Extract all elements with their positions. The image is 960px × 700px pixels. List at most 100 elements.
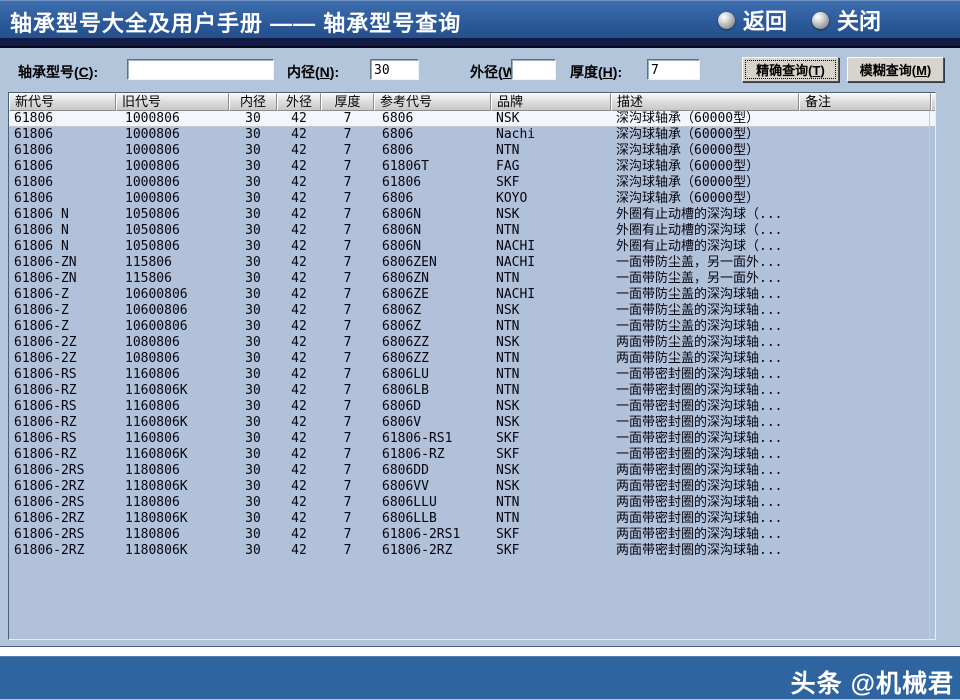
table-row[interactable]: 61806-2Z 1080806 30 42 7 6806ZZ NTN 两面带防尘盖的深沟球轴… <box>9 351 935 367</box>
watermark-text: 头条 @机械君 <box>790 670 954 698</box>
table-cell: 7 <box>343 479 352 494</box>
table-cell: 两面带密封圈的深沟球轴... <box>616 543 783 558</box>
table-row[interactable]: 61806 1000806 30 42 7 61806 SKF 深沟球轴承（60000型） <box>9 175 935 191</box>
table-row[interactable]: 61806 1000806 30 42 7 6806 Nachi 深沟球轴承（60000型） <box>9 127 935 143</box>
column-header[interactable]: 描述 <box>611 93 799 111</box>
footer-bar: 头条 @机械君 <box>0 656 960 699</box>
table-row[interactable]: 61806-Z 10600806 30 42 7 6806ZE NACHI 一面带防尘盖的深沟… <box>9 287 935 303</box>
table-row[interactable]: 61806-2RS 1180806 30 42 7 61806-2RS1 SKF 两面带密封圈… <box>9 527 935 543</box>
table-cell: 61806 <box>14 175 54 190</box>
table-cell: 42 <box>291 479 307 494</box>
table-cell: 42 <box>291 287 307 302</box>
table-row[interactable]: 61806-RZ 1160806K 30 42 7 61806-RZ SKF 一面带密封圈的深… <box>9 447 935 463</box>
table-cell: 深沟球轴承（60000型） <box>616 143 760 158</box>
table-cell: 6806Z <box>382 303 422 318</box>
table-cell: NTN <box>496 495 520 510</box>
table-row[interactable]: 61806 N 1050806 30 42 7 6806N NACHI 外圈有止动槽的深沟球（… <box>9 239 935 255</box>
table-cell: NSK <box>496 463 520 478</box>
column-header[interactable]: 厚度 <box>321 93 374 111</box>
table-cell: 1160806 <box>125 367 180 382</box>
table-row[interactable]: 61806-Z 10600806 30 42 7 6806Z NSK 一面带防尘盖的深沟球轴.… <box>9 303 935 319</box>
table-cell: 7 <box>343 143 352 158</box>
table-cell: FAG <box>496 159 520 174</box>
column-header[interactable]: 外径 <box>277 93 321 111</box>
scrollbar-track[interactable] <box>929 111 935 639</box>
table-cell: 6806V <box>382 415 422 430</box>
table-cell: 1080806 <box>125 335 180 350</box>
column-header[interactable]: 内径 <box>229 93 277 111</box>
table-cell: NSK <box>496 399 520 414</box>
table-row[interactable]: 61806-2RZ 1180806K 30 42 7 61806-2RZ SKF 两面带密封圈… <box>9 543 935 559</box>
table-cell: 6806LLB <box>382 511 437 526</box>
model-input[interactable] <box>127 59 274 80</box>
table-row[interactable]: 61806-ZN 115806 30 42 7 6806ZEN NACHI 一面带防尘盖，另一… <box>9 255 935 271</box>
table-cell: 115806 <box>125 255 172 270</box>
table-row[interactable]: 61806-RS 1160806 30 42 7 6806D NSK 一面带密封圈的深沟球轴.… <box>9 399 935 415</box>
back-button-label: 返回 <box>743 9 788 34</box>
table-row[interactable]: 61806-2RS 1180806 30 42 7 6806DD NSK 两面带密封圈的深沟球… <box>9 463 935 479</box>
table-cell: NSK <box>496 111 520 126</box>
table-row[interactable]: 61806-2RS 1180806 30 42 7 6806LLU NTN 两面带密封圈的深沟… <box>9 495 935 511</box>
table-cell: 30 <box>245 447 261 462</box>
outer-diameter-input[interactable] <box>511 59 556 80</box>
table-cell: 7 <box>343 463 352 478</box>
table-row[interactable]: 61806-2Z 1080806 30 42 7 6806ZZ NSK 两面带防尘盖的深沟球轴… <box>9 335 935 351</box>
table-cell: 30 <box>245 527 261 542</box>
exact-query-button[interactable]: 精确查询(T) <box>742 57 839 82</box>
table-cell: 61806-2RS1 <box>382 527 461 542</box>
column-header[interactable]: 备注 <box>799 93 931 111</box>
table-cell: 一面带密封圈的深沟球轴... <box>616 431 783 446</box>
table-cell: 30 <box>245 351 261 366</box>
table-cell: 30 <box>245 463 261 478</box>
table-cell: 7 <box>343 191 352 206</box>
table-row[interactable]: 61806 1000806 30 42 7 6806 NTN 深沟球轴承（60000型） <box>9 143 935 159</box>
thickness-input[interactable] <box>647 59 700 80</box>
table-cell: 6806ZN <box>382 271 429 286</box>
table-cell: 61806 <box>14 159 54 174</box>
table-cell: 7 <box>343 543 352 558</box>
table-cell: 61806 N <box>14 239 69 254</box>
close-button-label: 关闭 <box>837 9 882 34</box>
table-row[interactable]: 61806-RZ 1160806K 30 42 7 6806LB NTN 一面带密封圈的深沟球… <box>9 383 935 399</box>
results-table: 新代号 旧代号 内径 外径 厚度 参考代号 品牌 描述 备注 61806 1000806 30 42 7… <box>8 92 936 640</box>
table-row[interactable]: 61806-RZ 1160806K 30 42 7 6806V NSK 一面带密封圈的深沟球轴… <box>9 415 935 431</box>
table-row[interactable]: 61806 1000806 30 42 7 6806 NSK 深沟球轴承（60000型） <box>9 111 935 127</box>
table-cell: 42 <box>291 415 307 430</box>
table-cell: NSK <box>496 335 520 350</box>
inner-diameter-input[interactable] <box>370 59 419 80</box>
table-cell: 1000806 <box>125 191 180 206</box>
table-cell: 30 <box>245 175 261 190</box>
table-row[interactable]: 61806 N 1050806 30 42 7 6806N NSK 外圈有止动槽的深沟球（..… <box>9 207 935 223</box>
table-cell: 61806 <box>14 191 54 206</box>
table-cell: 61806-2RZ <box>14 511 85 526</box>
close-button[interactable]: 关闭 <box>812 5 881 35</box>
table-cell: 一面带密封圈的深沟球轴... <box>616 399 783 414</box>
table-row[interactable]: 61806-2RZ 1180806K 30 42 7 6806VV NSK 两面带密封圈的深沟… <box>9 479 935 495</box>
table-row[interactable]: 61806-2RZ 1180806K 30 42 7 6806LLB NTN 两面带密封圈的深… <box>9 511 935 527</box>
table-cell: 61806-Z <box>14 287 69 302</box>
table-row[interactable]: 61806 1000806 30 42 7 61806T FAG 深沟球轴承（60000型） <box>9 159 935 175</box>
table-row[interactable]: 61806-RS 1160806 30 42 7 6806LU NTN 一面带密封圈的深沟球轴… <box>9 367 935 383</box>
column-header[interactable]: 新代号 <box>9 93 116 111</box>
table-cell <box>799 495 931 511</box>
table-row[interactable]: 61806-RS 1160806 30 42 7 61806-RS1 SKF 一面带密封圈的深… <box>9 431 935 447</box>
table-cell: 30 <box>245 367 261 382</box>
table-row[interactable]: 61806 N 1050806 30 42 7 6806N NTN 外圈有止动槽的深沟球（..… <box>9 223 935 239</box>
table-cell: 两面带密封圈的深沟球轴... <box>616 479 783 494</box>
back-button[interactable]: 返回 <box>718 5 787 35</box>
table-row[interactable]: 61806-Z 10600806 30 42 7 6806Z NTN 一面带防尘盖的深沟球轴.… <box>9 319 935 335</box>
table-cell: SKF <box>496 175 520 190</box>
fuzzy-query-button[interactable]: 模糊查询(M) <box>847 57 944 82</box>
table-cell: 一面带密封圈的深沟球轴... <box>616 415 783 430</box>
table-cell: 7 <box>343 351 352 366</box>
column-header[interactable]: 参考代号 <box>374 93 491 111</box>
table-row[interactable]: 61806 1000806 30 42 7 6806 KOYO 深沟球轴承（60000型） <box>9 191 935 207</box>
footer-divider <box>0 646 960 656</box>
table-row[interactable]: 61806-ZN 115806 30 42 7 6806ZN NTN 一面带防尘盖，另一面外.… <box>9 271 935 287</box>
table-cell: 42 <box>291 399 307 414</box>
table-cell: 61806-Z <box>14 303 69 318</box>
column-header[interactable]: 品牌 <box>491 93 611 111</box>
table-cell: 1000806 <box>125 127 180 142</box>
table-cell: 61806-2Z <box>14 351 77 366</box>
column-header[interactable]: 旧代号 <box>116 93 229 111</box>
